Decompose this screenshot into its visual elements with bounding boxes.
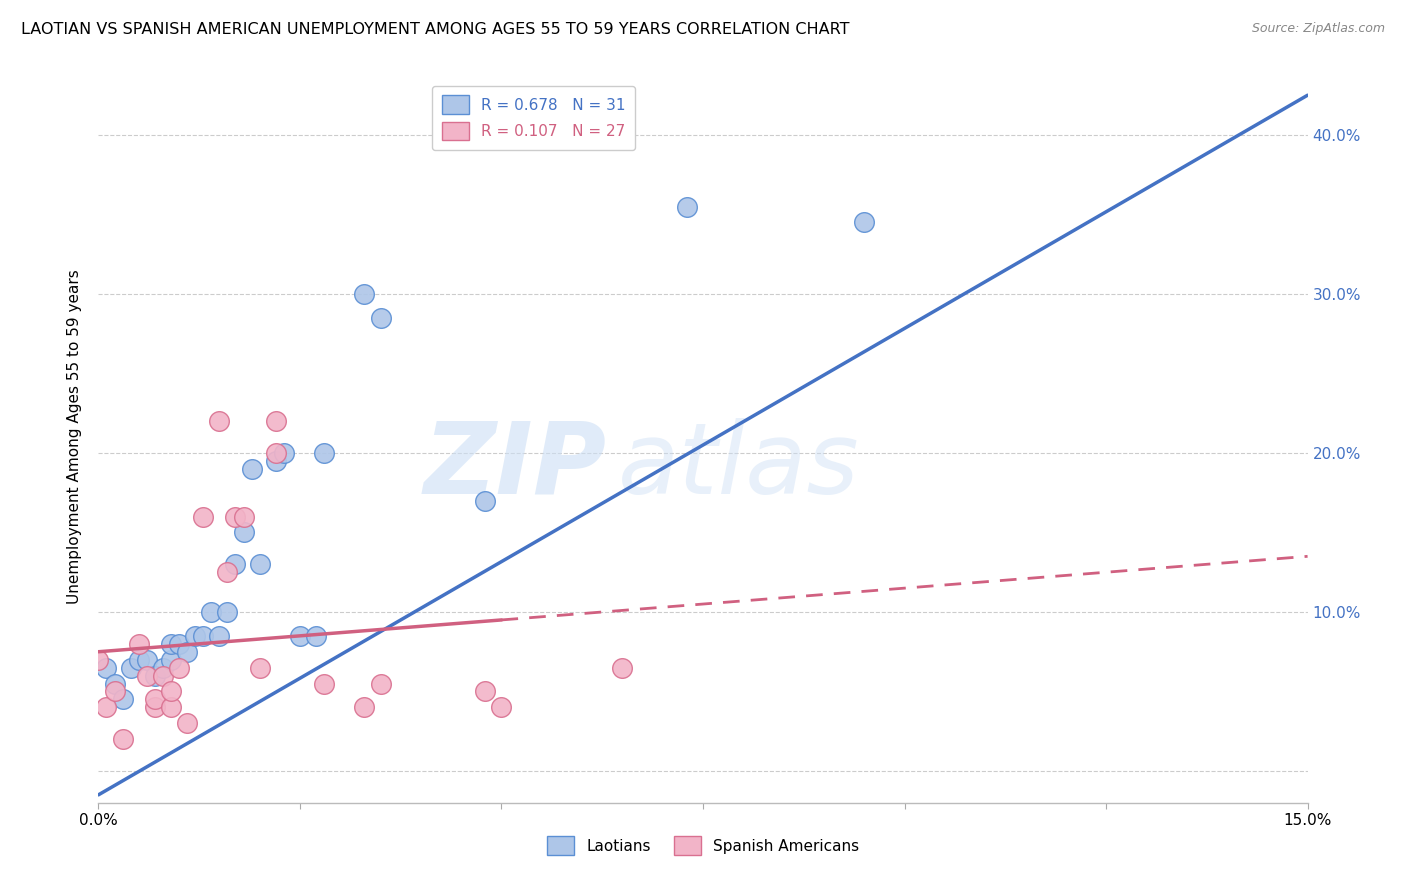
Point	[353, 700, 375, 714]
Point	[152, 668, 174, 682]
Point	[111, 692, 134, 706]
Text: atlas: atlas	[619, 417, 860, 515]
Point	[249, 660, 271, 674]
Y-axis label: Unemployment Among Ages 55 to 59 years: Unemployment Among Ages 55 to 59 years	[67, 269, 83, 605]
Point	[224, 558, 246, 572]
Point	[353, 287, 375, 301]
Legend: Laotians, Spanish Americans: Laotians, Spanish Americans	[540, 830, 866, 861]
Point	[370, 310, 392, 325]
Point	[288, 629, 311, 643]
Point	[370, 676, 392, 690]
Point	[474, 684, 496, 698]
Point	[240, 462, 263, 476]
Point	[232, 525, 254, 540]
Point	[200, 605, 222, 619]
Point	[128, 653, 150, 667]
Point	[264, 446, 287, 460]
Point	[676, 200, 699, 214]
Point	[176, 716, 198, 731]
Point	[135, 653, 157, 667]
Point	[193, 509, 215, 524]
Point	[135, 668, 157, 682]
Point	[160, 684, 183, 698]
Point	[120, 660, 142, 674]
Point	[160, 637, 183, 651]
Text: ZIP: ZIP	[423, 417, 606, 515]
Point	[232, 509, 254, 524]
Point	[264, 414, 287, 428]
Text: LAOTIAN VS SPANISH AMERICAN UNEMPLOYMENT AMONG AGES 55 TO 59 YEARS CORRELATION C: LAOTIAN VS SPANISH AMERICAN UNEMPLOYMENT…	[21, 22, 849, 37]
Point	[853, 215, 876, 229]
Point	[143, 668, 166, 682]
Point	[167, 637, 190, 651]
Point	[167, 660, 190, 674]
Point	[273, 446, 295, 460]
Point	[103, 684, 125, 698]
Point	[128, 637, 150, 651]
Point	[184, 629, 207, 643]
Point	[96, 660, 118, 674]
Point	[217, 566, 239, 580]
Point	[143, 692, 166, 706]
Point	[176, 645, 198, 659]
Point	[314, 446, 336, 460]
Point	[96, 700, 118, 714]
Point	[208, 414, 231, 428]
Point	[491, 700, 513, 714]
Point	[224, 509, 246, 524]
Point	[208, 629, 231, 643]
Point	[305, 629, 328, 643]
Point	[314, 676, 336, 690]
Point	[111, 732, 134, 747]
Point	[160, 700, 183, 714]
Point	[217, 605, 239, 619]
Point	[87, 653, 110, 667]
Point	[193, 629, 215, 643]
Point	[160, 653, 183, 667]
Point	[103, 676, 125, 690]
Point	[264, 454, 287, 468]
Text: Source: ZipAtlas.com: Source: ZipAtlas.com	[1251, 22, 1385, 36]
Point	[143, 700, 166, 714]
Point	[249, 558, 271, 572]
Point	[612, 660, 634, 674]
Point	[152, 660, 174, 674]
Point	[474, 493, 496, 508]
